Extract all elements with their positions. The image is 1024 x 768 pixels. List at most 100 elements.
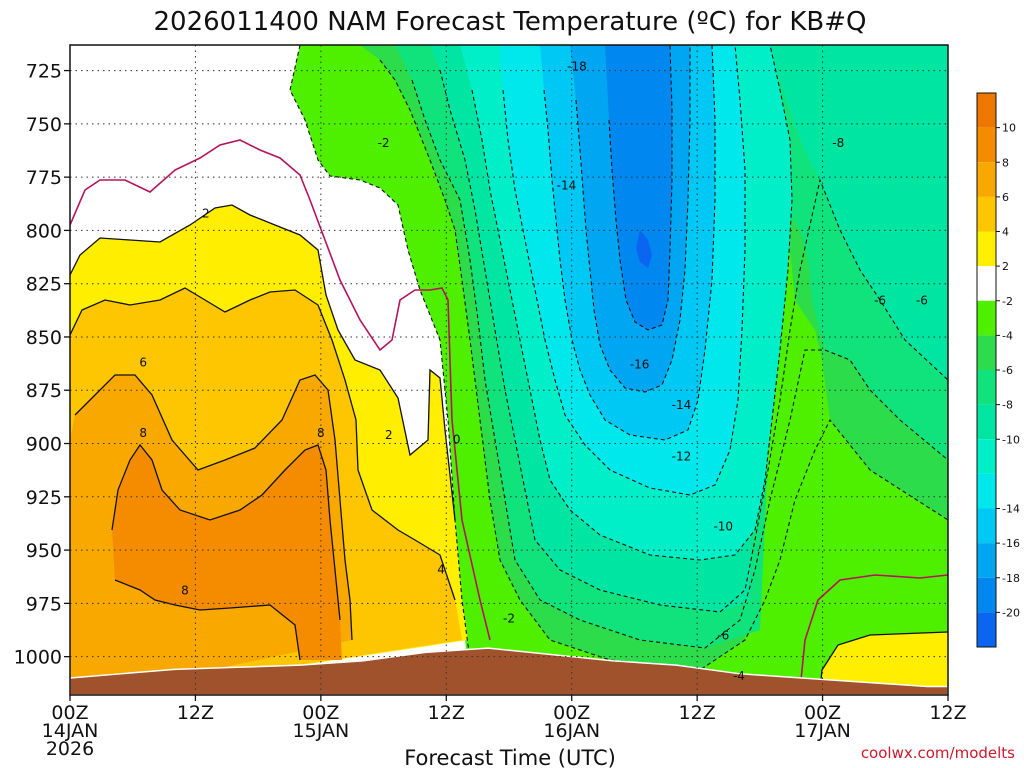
colorbar-tick-label: -16	[1002, 537, 1020, 550]
colorbar-tick-label: -4	[1002, 329, 1013, 342]
contour-label-text: 8	[139, 426, 147, 440]
contour-label-text: -8	[832, 136, 844, 150]
contour-minus16	[575, 45, 691, 393]
y-tick-label: 725	[26, 61, 62, 83]
region-below-minus20	[636, 230, 652, 268]
grid-lines	[70, 45, 948, 695]
contour-labels: -18 -2 -8 -14 2 -6 -6 -16 6 -14 8 8 2 0 -12 -10 4 8 -2 -6 -4	[139, 59, 928, 683]
contour-label: -6	[874, 294, 886, 308]
contour-label-text: -6	[874, 294, 886, 308]
contour-label-text: 2	[202, 206, 210, 220]
contour-minus14	[543, 45, 716, 441]
colorbar-tick-label: 6	[1002, 191, 1009, 204]
contour-2-east	[819, 631, 948, 691]
colorbar-tick-label: 2	[1002, 260, 1009, 273]
chart-title: 2026011400 NAM Forecast Temperature (ºC)…	[154, 7, 867, 37]
colorbar-swatch	[977, 473, 996, 509]
contour-label: -6	[916, 294, 928, 308]
colorbar-tick-label: -8	[1002, 399, 1013, 412]
x-tick-label: 12Z	[679, 702, 716, 724]
y-tick-label: 825	[26, 274, 62, 296]
contour-label: 6	[139, 356, 147, 370]
credit-text: coolwx.com/modelts	[861, 744, 1015, 762]
x-tick-label: 00Z	[302, 702, 339, 724]
region-warm-hole	[196, 370, 215, 420]
contour-2	[70, 204, 456, 521]
contour-label-text: -4	[733, 669, 745, 683]
contour-label-text: -2	[378, 136, 390, 150]
contour-label-text: -14	[672, 398, 692, 412]
y-tick-label: 750	[26, 114, 62, 136]
contour-minus18	[608, 45, 673, 331]
contour-label-text: -12	[672, 449, 692, 463]
contour-label: 2	[385, 428, 393, 442]
colorbar-swatch	[977, 543, 996, 578]
region-positive-east-low	[820, 632, 948, 695]
contour-label: -4	[733, 669, 745, 683]
colorbar-tick-label: -20	[1002, 606, 1020, 619]
colorbar-swatch	[977, 508, 996, 544]
colorbar-swatch	[977, 612, 996, 647]
x-tick-label: 00Z	[804, 702, 841, 724]
contour-label: -14	[672, 398, 692, 412]
y-tick-label: 975	[26, 593, 62, 615]
contour-label-text: 8	[181, 584, 189, 598]
contour-label: -16	[630, 358, 650, 372]
contour-4	[70, 287, 456, 601]
x-tick-label: 12Z	[428, 702, 465, 724]
y-tick-label: 850	[26, 327, 62, 349]
colorbar-swatch	[977, 404, 996, 440]
colorbar-tick-label: 4	[1002, 226, 1009, 239]
colorbar-swatch	[977, 231, 996, 267]
contour-label: -10	[713, 520, 733, 534]
contour-0-east	[799, 574, 948, 691]
colorbar-swatch	[977, 266, 996, 301]
contour-label-text: -6	[717, 628, 729, 642]
contour-label: 8	[181, 584, 189, 598]
contour-minus10	[471, 45, 793, 561]
contour-8	[111, 443, 341, 621]
contour-0	[70, 139, 491, 641]
colorbar-tick-label: -10	[1002, 433, 1020, 446]
contour-label-text: -2	[503, 611, 515, 625]
colorbar-swatch	[977, 127, 996, 163]
contour-label: -2	[378, 136, 390, 150]
contour-label: 8	[317, 426, 325, 440]
x-tick-label: 12Z	[929, 702, 966, 724]
contour-label: -18	[567, 59, 587, 73]
colorbar-tick-label: -18	[1002, 572, 1020, 585]
contour-label-text: 2	[385, 428, 393, 442]
colorbar: 10 8 6 4 2 -2 -4 -6 -8 -10 -14 -16 -18 -20	[976, 92, 1020, 648]
contour-label: -12	[672, 449, 692, 463]
region-minus18-to-minus20	[605, 45, 672, 330]
contour-label: -14	[557, 179, 577, 193]
y-tick-label: 800	[26, 220, 62, 242]
contour-label: 4	[437, 562, 445, 576]
contour-label: 0	[453, 432, 461, 446]
colorbar-swatch	[977, 93, 996, 128]
contour-minus4	[379, 59, 948, 671]
contour-label: -6	[717, 628, 729, 642]
contour-label-text: -14	[557, 179, 577, 193]
positive-contours	[70, 204, 948, 691]
y-tick-label: 1000	[14, 647, 62, 669]
contour-label-text: -18	[567, 59, 587, 73]
contour-8-lower	[114, 579, 301, 661]
temperature-field	[70, 45, 948, 695]
contour-label-text: -10	[713, 520, 733, 534]
colorbar-swatch	[977, 370, 996, 405]
contour-label: 2	[202, 206, 210, 220]
colorbar-swatch	[977, 300, 996, 336]
colorbar-swatch	[977, 335, 996, 370]
contour-label: -8	[832, 136, 844, 150]
freezing-contours	[70, 139, 948, 691]
x-tick-label: 00Z	[51, 702, 88, 724]
terrain-below-ground	[70, 647, 948, 695]
y-tick-label: 925	[26, 487, 62, 509]
contour-minus6	[411, 79, 948, 649]
colorbar-swatch	[977, 439, 996, 474]
contour-label-text: 8	[317, 426, 325, 440]
y-tick-label: 875	[26, 380, 62, 402]
